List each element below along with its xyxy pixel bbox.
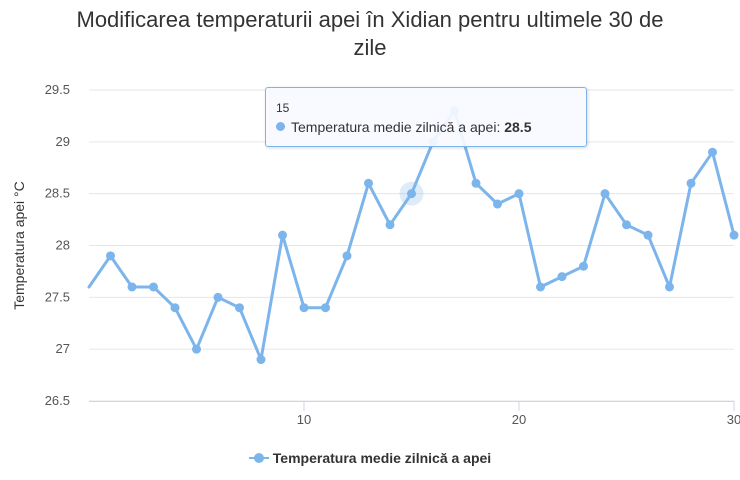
y-axis-title: Temperatura apei °C	[11, 181, 27, 310]
y-tick-label: 27	[56, 341, 70, 356]
y-tick-label: 27.5	[45, 289, 70, 304]
series-line[interactable]	[87, 109, 736, 361]
legend-line-marker-icon	[248, 452, 269, 464]
data-point[interactable]	[729, 230, 739, 240]
data-point[interactable]	[686, 178, 696, 188]
data-point[interactable]	[600, 189, 610, 199]
data-point[interactable]	[471, 178, 481, 188]
chart-title: Modificarea temperaturii apei în Xidian …	[0, 6, 740, 62]
data-point[interactable]	[278, 230, 287, 240]
data-point[interactable]	[407, 189, 416, 199]
x-tick-label: 30	[727, 412, 740, 427]
data-point[interactable]	[557, 272, 567, 282]
y-tick-label: 28.5	[45, 186, 70, 201]
data-point[interactable]	[364, 178, 373, 188]
data-point[interactable]	[579, 261, 588, 271]
data-point[interactable]	[665, 282, 674, 292]
data-point[interactable]	[342, 251, 352, 261]
data-point[interactable]	[622, 220, 631, 230]
tooltip: 15 Temperatura medie zilnică a apei: 28.…	[265, 87, 587, 147]
series-temperature[interactable]	[87, 106, 739, 365]
data-point[interactable]	[299, 303, 309, 313]
data-point[interactable]	[643, 230, 653, 240]
data-point[interactable]	[127, 282, 137, 292]
tooltip-row: Temperatura medie zilnică a apei: 28.5	[276, 119, 531, 135]
chart-title-line-2: zile	[353, 35, 387, 60]
data-point[interactable]	[256, 355, 266, 365]
axes: 26.5 27 27.5 28 28.5 29 29.5 10 20 30 Temperatura …	[11, 82, 740, 427]
y-tick-label: 28	[56, 238, 70, 253]
data-point[interactable]	[385, 220, 395, 230]
data-point[interactable]	[149, 282, 158, 292]
tooltip-header: 15	[276, 101, 290, 115]
tooltip-series-dot-icon	[276, 122, 285, 131]
data-point[interactable]	[235, 303, 244, 313]
data-point[interactable]	[493, 199, 502, 209]
data-point[interactable]	[170, 303, 180, 313]
chart-title-line-1: Modificarea temperaturii apei în Xidian …	[76, 7, 664, 32]
data-point[interactable]	[708, 147, 717, 157]
tooltip-value: 28.5	[504, 119, 532, 135]
x-tick-label: 10	[297, 412, 311, 427]
y-tick-label: 29	[56, 134, 70, 149]
tooltip-series-label: Temperatura medie zilnică a apei:	[291, 119, 501, 135]
data-point[interactable]	[536, 282, 545, 292]
data-point[interactable]	[321, 303, 330, 313]
y-tick-label: 29.5	[45, 82, 70, 97]
data-point[interactable]	[514, 189, 524, 199]
data-point[interactable]	[213, 292, 223, 302]
y-tick-label: 26.5	[45, 393, 70, 408]
legend-item-label[interactable]: Temperatura medie zilnică a apei	[272, 450, 492, 466]
data-point[interactable]	[192, 344, 201, 354]
data-point[interactable]	[106, 251, 115, 261]
legend[interactable]: Temperatura medie zilnică a apei	[0, 450, 740, 466]
x-tick-label: 20	[512, 412, 526, 427]
